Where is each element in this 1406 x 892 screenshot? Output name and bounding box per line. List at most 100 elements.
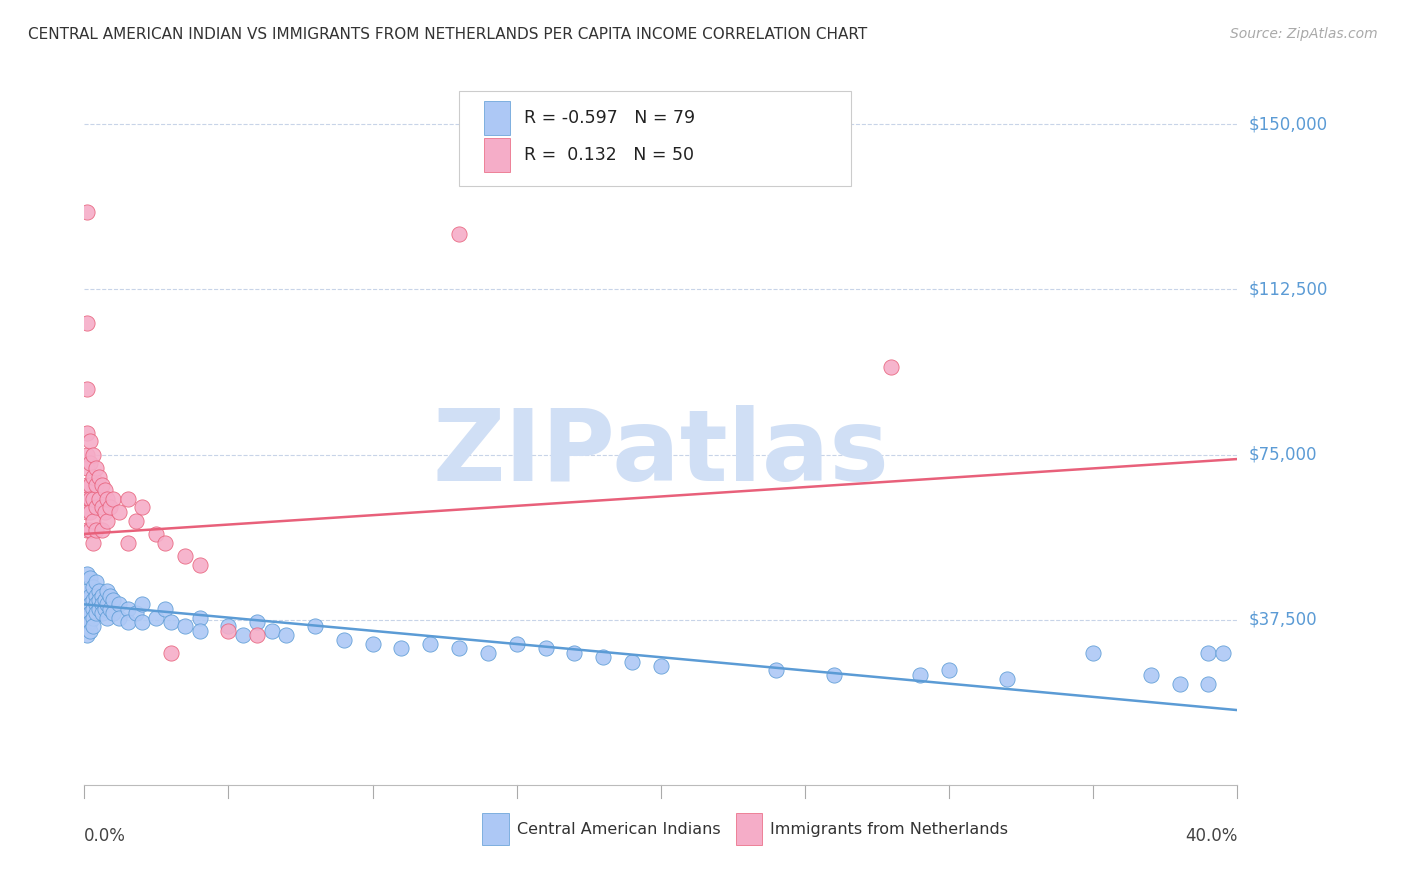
Point	[650, 659, 672, 673]
Point	[79, 505, 101, 519]
Point	[1083, 646, 1105, 660]
Point	[534, 641, 557, 656]
Point	[103, 491, 124, 506]
Point	[87, 601, 110, 615]
Point	[76, 505, 98, 519]
Bar	[485, 101, 510, 135]
Point	[76, 491, 98, 506]
Text: 0.0%: 0.0%	[84, 827, 127, 846]
Point	[82, 469, 104, 483]
Point	[87, 491, 110, 506]
Point	[117, 491, 139, 506]
Y-axis label: Per Capita Income: Per Capita Income	[0, 357, 8, 508]
Point	[90, 500, 112, 515]
Point	[84, 575, 107, 590]
Point	[174, 619, 197, 633]
Point	[76, 205, 98, 219]
Point	[592, 650, 614, 665]
Point	[82, 610, 104, 624]
Point	[93, 483, 115, 497]
Point	[82, 601, 104, 615]
Point	[188, 624, 211, 638]
Point	[79, 589, 101, 603]
Point	[304, 619, 326, 633]
Point	[90, 606, 112, 620]
Text: $37,500: $37,500	[1249, 611, 1317, 629]
Point	[131, 500, 153, 515]
Point	[76, 619, 98, 633]
Text: ZIPatlas: ZIPatlas	[433, 405, 889, 502]
Point	[76, 610, 98, 624]
Point	[98, 589, 121, 603]
Point	[84, 500, 107, 515]
Text: Immigrants from Netherlands: Immigrants from Netherlands	[770, 822, 1008, 837]
Point	[477, 646, 499, 660]
Point	[93, 593, 115, 607]
Point	[93, 505, 115, 519]
Point	[76, 461, 98, 475]
Point	[131, 615, 153, 629]
Point	[938, 664, 960, 678]
Point	[1140, 668, 1163, 682]
Point	[76, 566, 98, 581]
Point	[361, 637, 384, 651]
Point	[103, 606, 124, 620]
Point	[79, 523, 101, 537]
Point	[96, 514, 118, 528]
Text: $112,500: $112,500	[1249, 280, 1327, 299]
Bar	[482, 814, 509, 845]
Point	[76, 593, 98, 607]
Point	[79, 624, 101, 638]
Point	[117, 535, 139, 549]
Point	[108, 598, 131, 612]
Point	[87, 469, 110, 483]
Point	[79, 434, 101, 449]
Point	[76, 316, 98, 330]
Point	[218, 619, 240, 633]
Point	[87, 584, 110, 599]
Text: $75,000: $75,000	[1249, 446, 1317, 464]
Point	[232, 628, 254, 642]
Point	[84, 478, 107, 492]
Point	[79, 457, 101, 471]
Point	[449, 227, 471, 242]
Point	[98, 601, 121, 615]
Point	[125, 606, 148, 620]
Point	[76, 382, 98, 396]
Point	[82, 593, 104, 607]
Point	[82, 580, 104, 594]
Point	[96, 584, 118, 599]
Point	[84, 523, 107, 537]
Point	[153, 601, 176, 615]
Point	[79, 571, 101, 585]
Point	[246, 615, 269, 629]
Point	[188, 610, 211, 624]
Point	[419, 637, 441, 651]
Point	[174, 549, 197, 563]
Point	[621, 655, 644, 669]
Point	[823, 668, 845, 682]
Point	[276, 628, 298, 642]
Point	[108, 610, 131, 624]
Point	[218, 624, 240, 638]
Point	[84, 461, 107, 475]
Point	[391, 641, 413, 656]
Point	[260, 624, 283, 638]
Point	[82, 514, 104, 528]
Point	[93, 601, 115, 615]
Point	[103, 593, 124, 607]
Point	[76, 448, 98, 462]
Point	[117, 615, 139, 629]
Point	[98, 500, 121, 515]
Point	[84, 606, 107, 620]
FancyBboxPatch shape	[460, 91, 851, 186]
Text: $150,000: $150,000	[1249, 115, 1327, 133]
Point	[90, 589, 112, 603]
Point	[90, 523, 112, 537]
Text: Source: ZipAtlas.com: Source: ZipAtlas.com	[1230, 27, 1378, 41]
Point	[76, 601, 98, 615]
Point	[188, 558, 211, 572]
Point	[1198, 646, 1220, 660]
Point	[76, 628, 98, 642]
Point	[79, 598, 101, 612]
